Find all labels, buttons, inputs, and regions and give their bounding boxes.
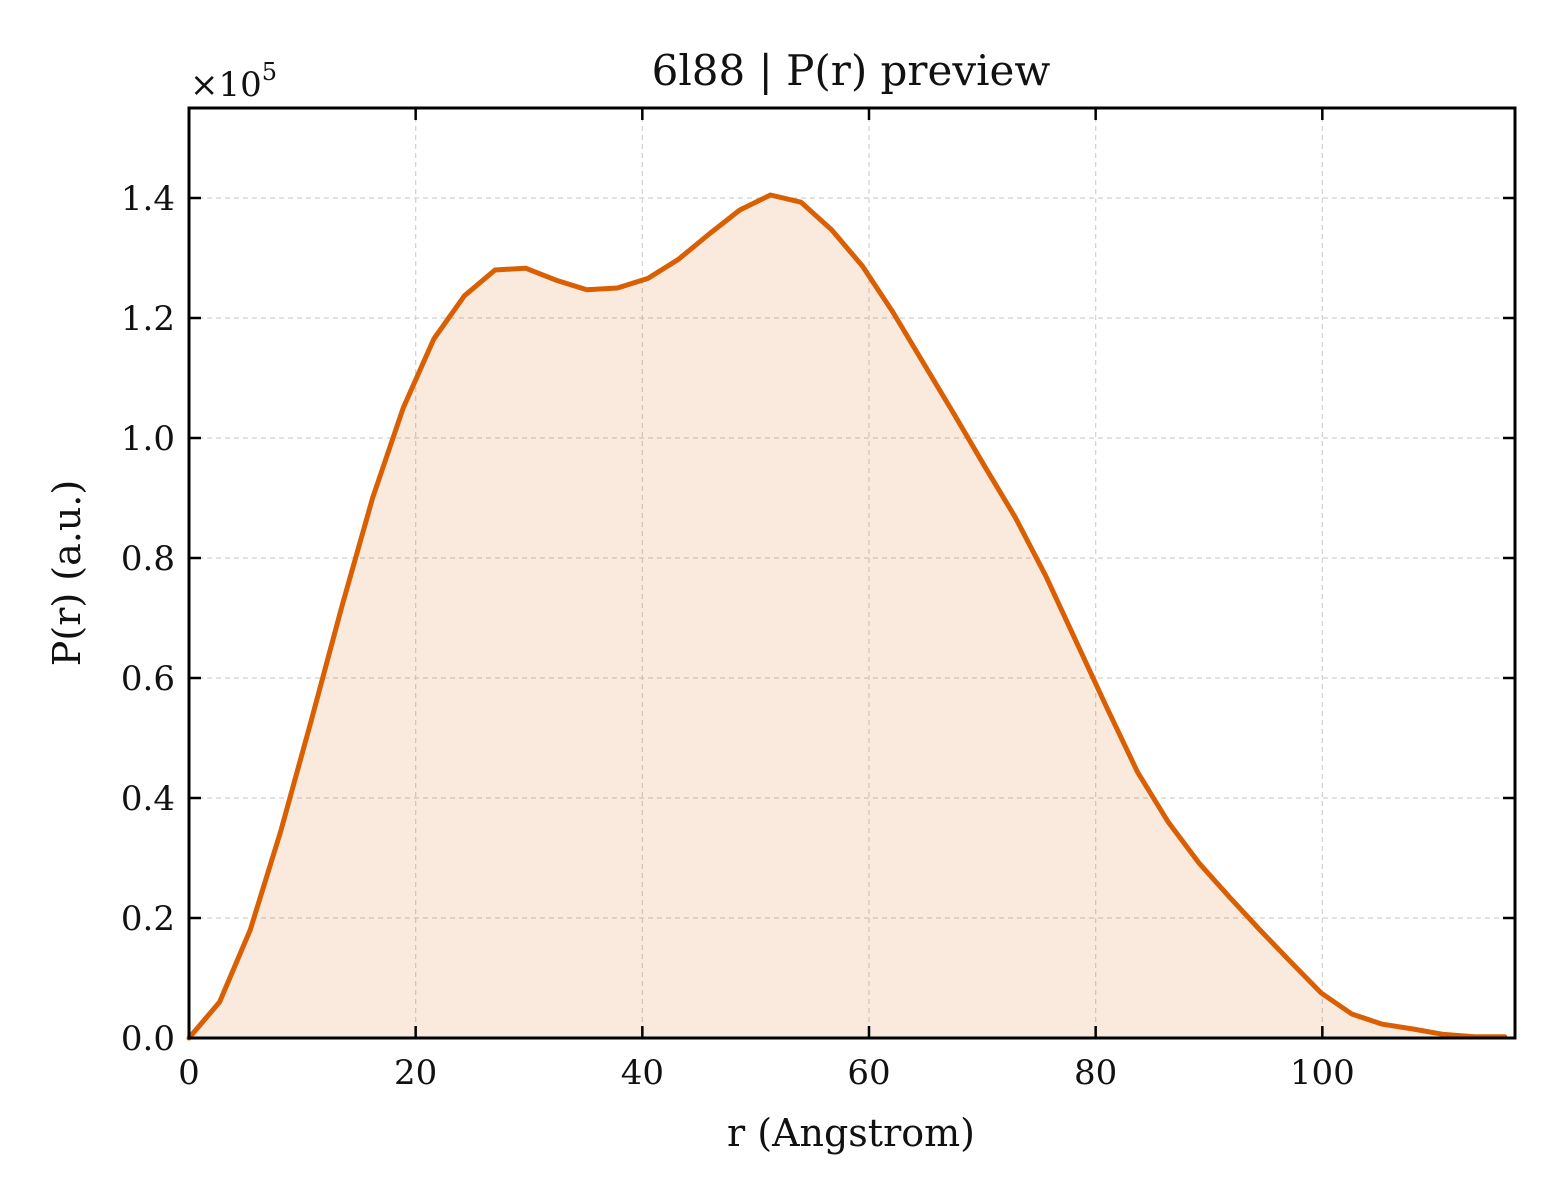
x-tick-label: 80 [1074, 1053, 1117, 1093]
y-tick-label: 1.4 [121, 179, 175, 219]
y-tick-label: 0.6 [121, 659, 175, 699]
y-tick-label: 0.2 [121, 899, 175, 939]
tick-labels: 0 20 40 60 80 100 0.0 0.2 0.4 0.6 0.8 1.0 1.2 1.4 [121, 179, 1355, 1093]
y-tick-label: 1.0 [121, 419, 175, 459]
y-scale-base: ×10 [190, 65, 262, 105]
x-tick-label: 40 [621, 1053, 664, 1093]
y-scale-label: ×105 [190, 58, 277, 105]
y-tick-label: 0.8 [121, 539, 175, 579]
y-tick-label: 0.0 [121, 1019, 175, 1059]
x-tick-label: 100 [1290, 1053, 1355, 1093]
x-tick-label: 60 [847, 1053, 890, 1093]
x-axis-title: r (Angstrom) [727, 1111, 975, 1155]
y-axis-title: P(r) (a.u.) [45, 480, 89, 666]
chart-title: 6l88 | P(r) preview [652, 46, 1051, 95]
axis-ticks [187, 108, 1515, 1040]
x-tick-label: 20 [394, 1053, 437, 1093]
y-tick-label: 1.2 [121, 299, 175, 339]
y-tick-label: 0.4 [121, 779, 175, 819]
y-scale-exponent: 5 [262, 58, 277, 86]
x-tick-label: 0 [178, 1053, 200, 1093]
pr-series-line [186, 192, 1508, 1041]
plot-frame [187, 106, 1517, 1040]
grid [189, 108, 1515, 1038]
pr-area-fill [189, 195, 1505, 1038]
